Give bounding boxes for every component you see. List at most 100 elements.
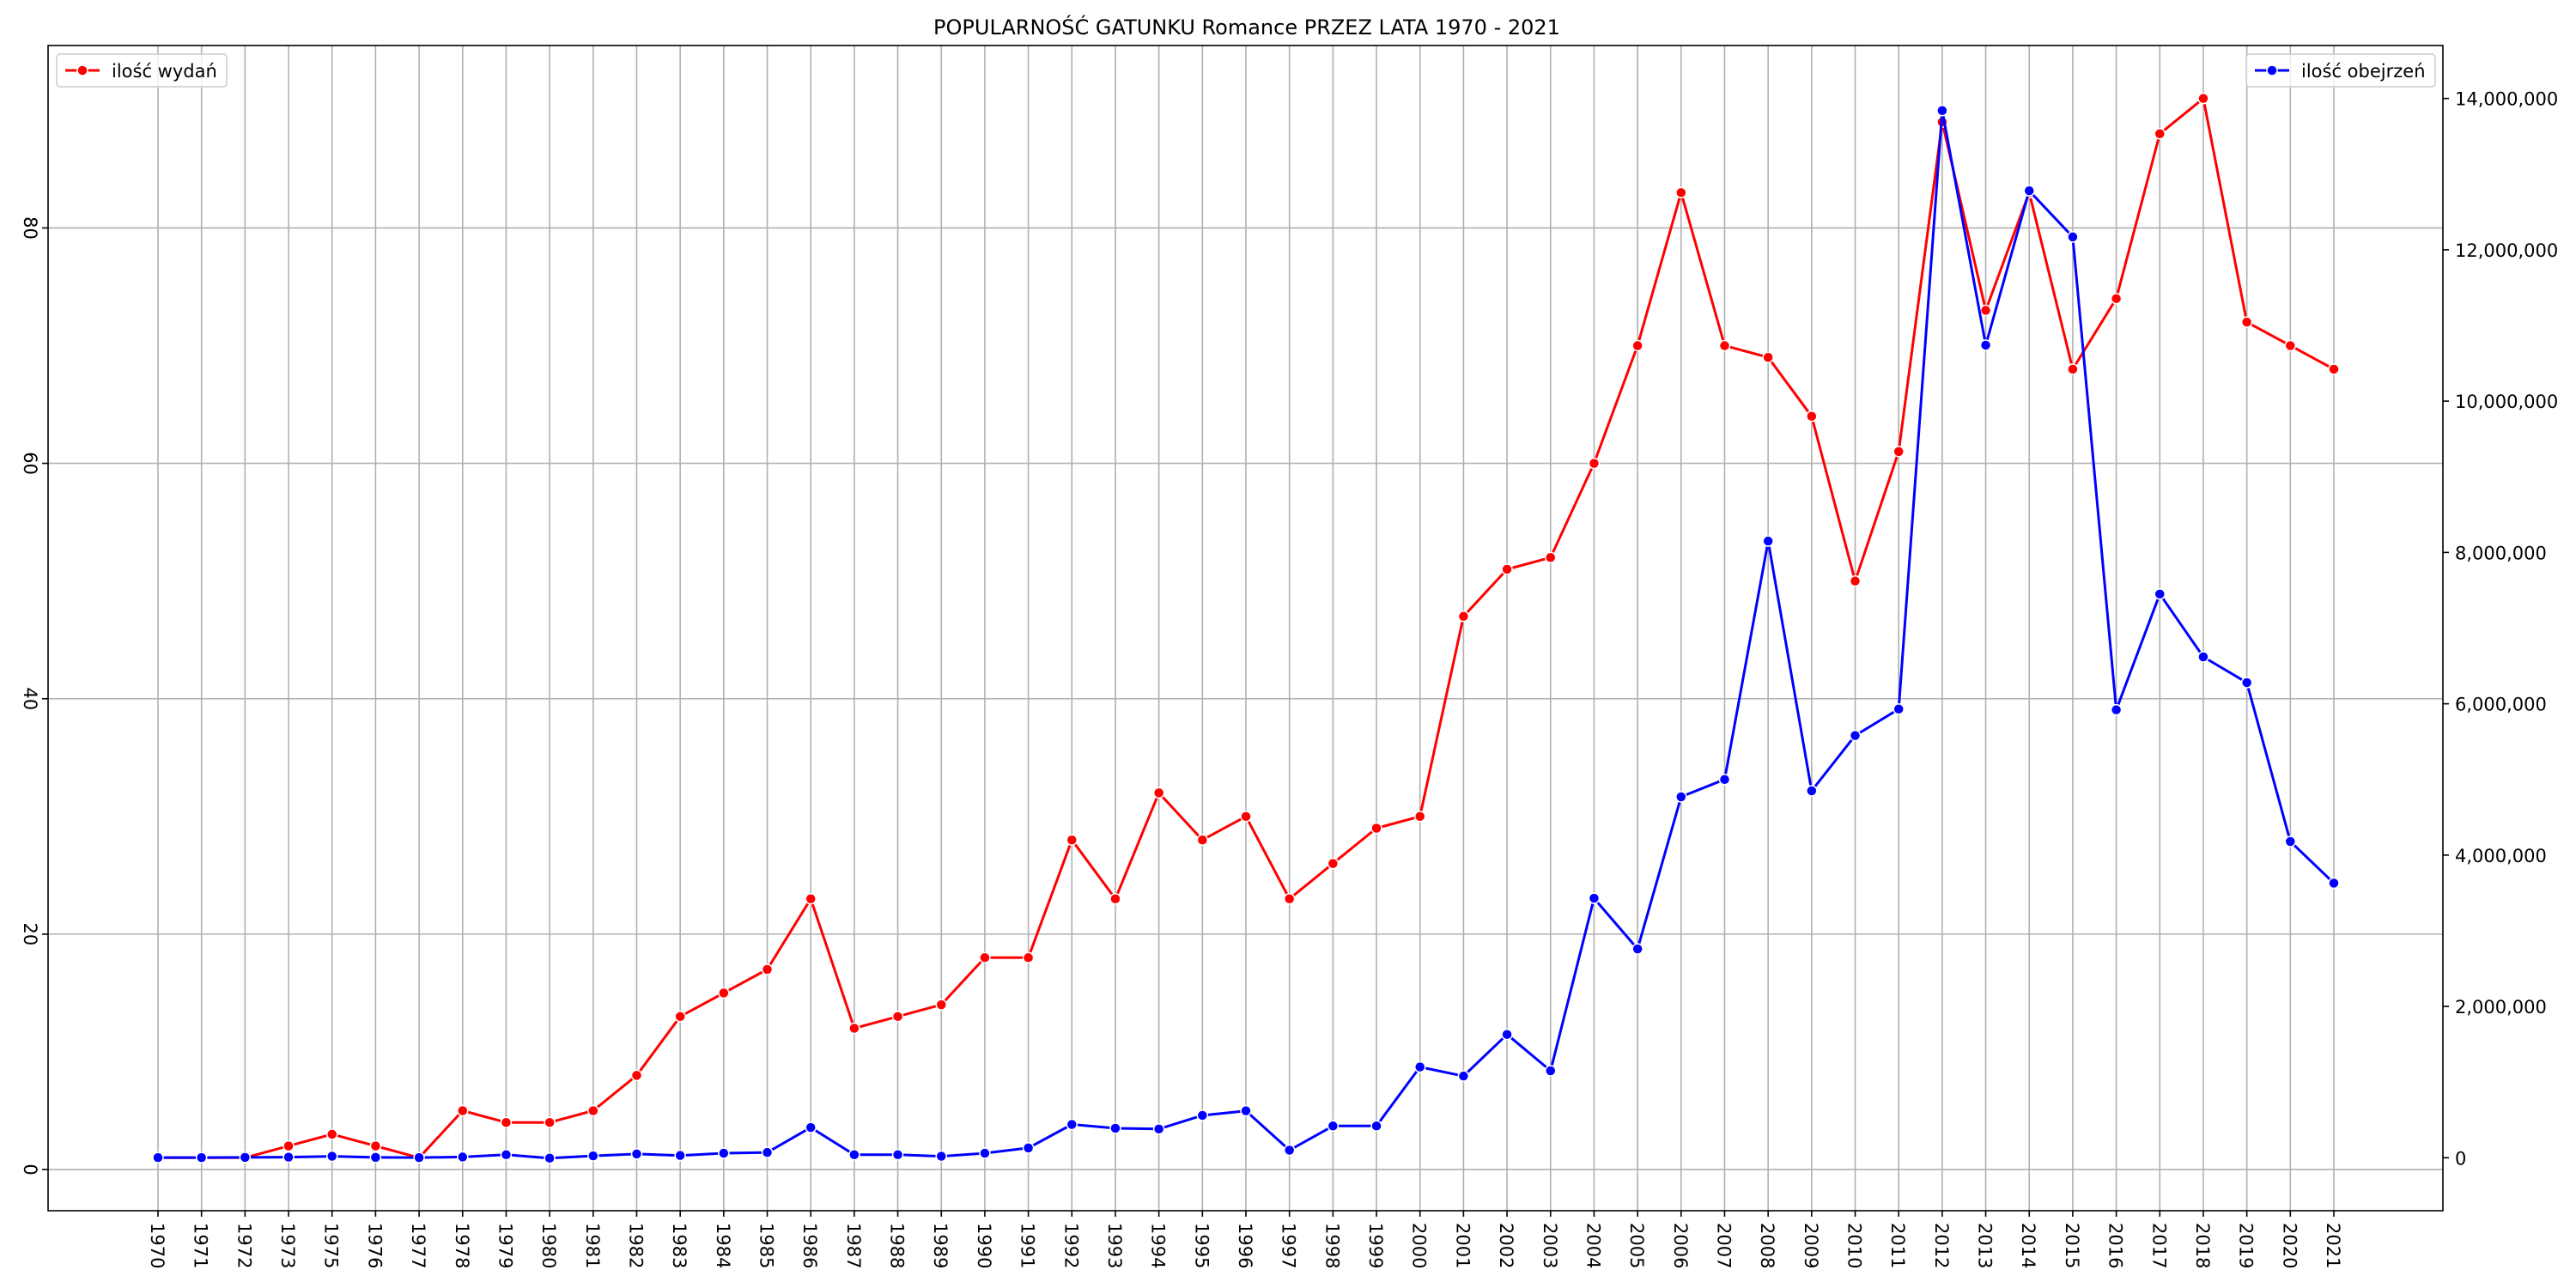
x-tick-label: 1981 [582, 1223, 603, 1268]
data-point-series-1 [2067, 363, 2079, 375]
data-point-series-1 [1066, 834, 1078, 846]
data-point-series-1 [1370, 822, 1382, 835]
data-point-series-1 [979, 951, 991, 964]
x-tick-label: 2016 [2105, 1223, 2126, 1268]
data-point-series-1 [1893, 446, 1905, 458]
data-point-series-2 [1457, 1070, 1470, 1082]
data-point-series-2 [413, 1151, 425, 1163]
data-point-series-2 [630, 1148, 643, 1160]
grid-lines [48, 46, 2443, 1211]
x-tick-label: 1994 [1148, 1223, 1169, 1268]
x-tick-label: 2005 [1626, 1223, 1647, 1268]
data-point-series-1 [891, 1011, 904, 1023]
x-tick-label: 1977 [408, 1223, 428, 1268]
data-point-series-1 [1240, 811, 1252, 823]
data-point-series-2 [2023, 185, 2035, 197]
data-point-series-1 [1022, 951, 1035, 964]
data-point-series-1 [674, 1011, 686, 1023]
left-tick-label: 60 [20, 452, 40, 475]
right-tick-label: 0 [2455, 1148, 2466, 1169]
data-point-series-2 [544, 1152, 556, 1164]
data-point-series-2 [761, 1146, 774, 1158]
data-point-series-2 [1631, 943, 1643, 955]
x-tick-label: 1986 [799, 1223, 820, 1268]
x-tick-label: 1997 [1279, 1223, 1299, 1268]
data-point-series-2 [1109, 1122, 1121, 1134]
data-point-series-2 [1413, 1060, 1426, 1073]
x-tick-label: 1998 [1321, 1223, 1342, 1268]
data-point-series-1 [1675, 186, 1687, 199]
data-point-series-1 [457, 1104, 469, 1117]
chart-title: POPULARNOŚĆ GATUNKU Romance PRZEZ LATA 1… [933, 14, 1560, 39]
data-point-series-2 [891, 1149, 904, 1161]
data-point-series-1 [325, 1128, 338, 1140]
left-tick-label: 80 [20, 216, 40, 240]
data-point-series-2 [2067, 231, 2079, 243]
right-tick-label: 12,000,000 [2455, 240, 2558, 261]
x-tick-label: 2010 [1844, 1223, 1865, 1268]
data-point-series-2 [2110, 703, 2123, 716]
x-tick-label: 2012 [1931, 1223, 1952, 1268]
data-point-series-2 [935, 1150, 947, 1163]
data-point-series-1 [2240, 316, 2253, 328]
x-tick-label: 1970 [147, 1223, 167, 1268]
data-point-series-2 [369, 1151, 382, 1163]
x-tick-label: 1971 [191, 1223, 211, 1268]
data-point-series-2 [979, 1147, 991, 1159]
x-tick-label: 2006 [1670, 1223, 1691, 1268]
x-tick-label: 2017 [2148, 1223, 2169, 1268]
data-point-series-1 [1196, 834, 1209, 846]
data-point-series-2 [457, 1151, 469, 1163]
data-point-series-2 [848, 1149, 860, 1161]
data-point-series-1 [544, 1116, 556, 1128]
x-tick-label: 1982 [625, 1223, 646, 1268]
legend-left-marker [76, 64, 88, 76]
data-point-series-1 [1283, 893, 1296, 905]
x-tick-label: 2020 [2279, 1223, 2300, 1268]
data-point-series-1 [630, 1069, 643, 1082]
data-point-series-2 [2240, 677, 2253, 689]
x-tick-label: 1991 [1018, 1223, 1038, 1268]
x-tick-label: 2019 [2236, 1223, 2257, 1268]
left-tick-label: 20 [20, 923, 40, 946]
data-point-series-2 [152, 1151, 164, 1163]
x-tick-label: 1985 [756, 1223, 777, 1268]
data-point-series-2 [283, 1151, 295, 1163]
x-tick-label: 2001 [1452, 1223, 1473, 1268]
data-point-series-2 [1849, 729, 1862, 742]
data-point-series-2 [718, 1147, 730, 1159]
data-point-series-1 [805, 893, 817, 905]
data-point-series-1 [2110, 292, 2123, 305]
data-point-series-2 [1327, 1120, 1340, 1133]
data-point-series-2 [1022, 1142, 1035, 1154]
x-tick-label: 1992 [1060, 1223, 1081, 1268]
x-tick-label: 2009 [1801, 1223, 1821, 1268]
legend-right-marker [2266, 64, 2278, 76]
data-point-series-2 [2154, 588, 2166, 600]
x-tick-label: 1996 [1235, 1223, 1255, 1268]
x-tick-label: 2013 [1975, 1223, 1996, 1268]
x-tick-label: 2004 [1583, 1223, 1603, 1268]
x-tick-label: 1983 [669, 1223, 690, 1268]
x-tick-label: 1975 [321, 1223, 342, 1268]
data-point-series-1 [1457, 611, 1470, 623]
x-tick-label: 2014 [2018, 1223, 2038, 1268]
x-tick-label: 2002 [1496, 1223, 1516, 1268]
x-tick-label: 1988 [887, 1223, 908, 1268]
right-tick-label: 8,000,000 [2455, 543, 2547, 563]
legend-right-label: ilość obejrzeń [2301, 61, 2426, 82]
right-tick-label: 10,000,000 [2455, 392, 2558, 412]
x-tick-label: 1976 [364, 1223, 385, 1268]
data-point-series-2 [1196, 1109, 1209, 1121]
data-point-series-2 [2197, 651, 2209, 663]
data-point-series-1 [1545, 551, 1557, 564]
data-point-series-2 [1893, 703, 1905, 715]
data-point-series-2 [500, 1149, 513, 1161]
data-point-series-1 [2154, 128, 2166, 140]
data-point-series-2 [1936, 105, 1948, 117]
legend-right-box [2245, 53, 2436, 88]
x-tick-label: 2000 [1409, 1223, 1430, 1268]
data-point-series-2 [1762, 535, 1774, 547]
x-tick-label: 1973 [277, 1223, 298, 1268]
